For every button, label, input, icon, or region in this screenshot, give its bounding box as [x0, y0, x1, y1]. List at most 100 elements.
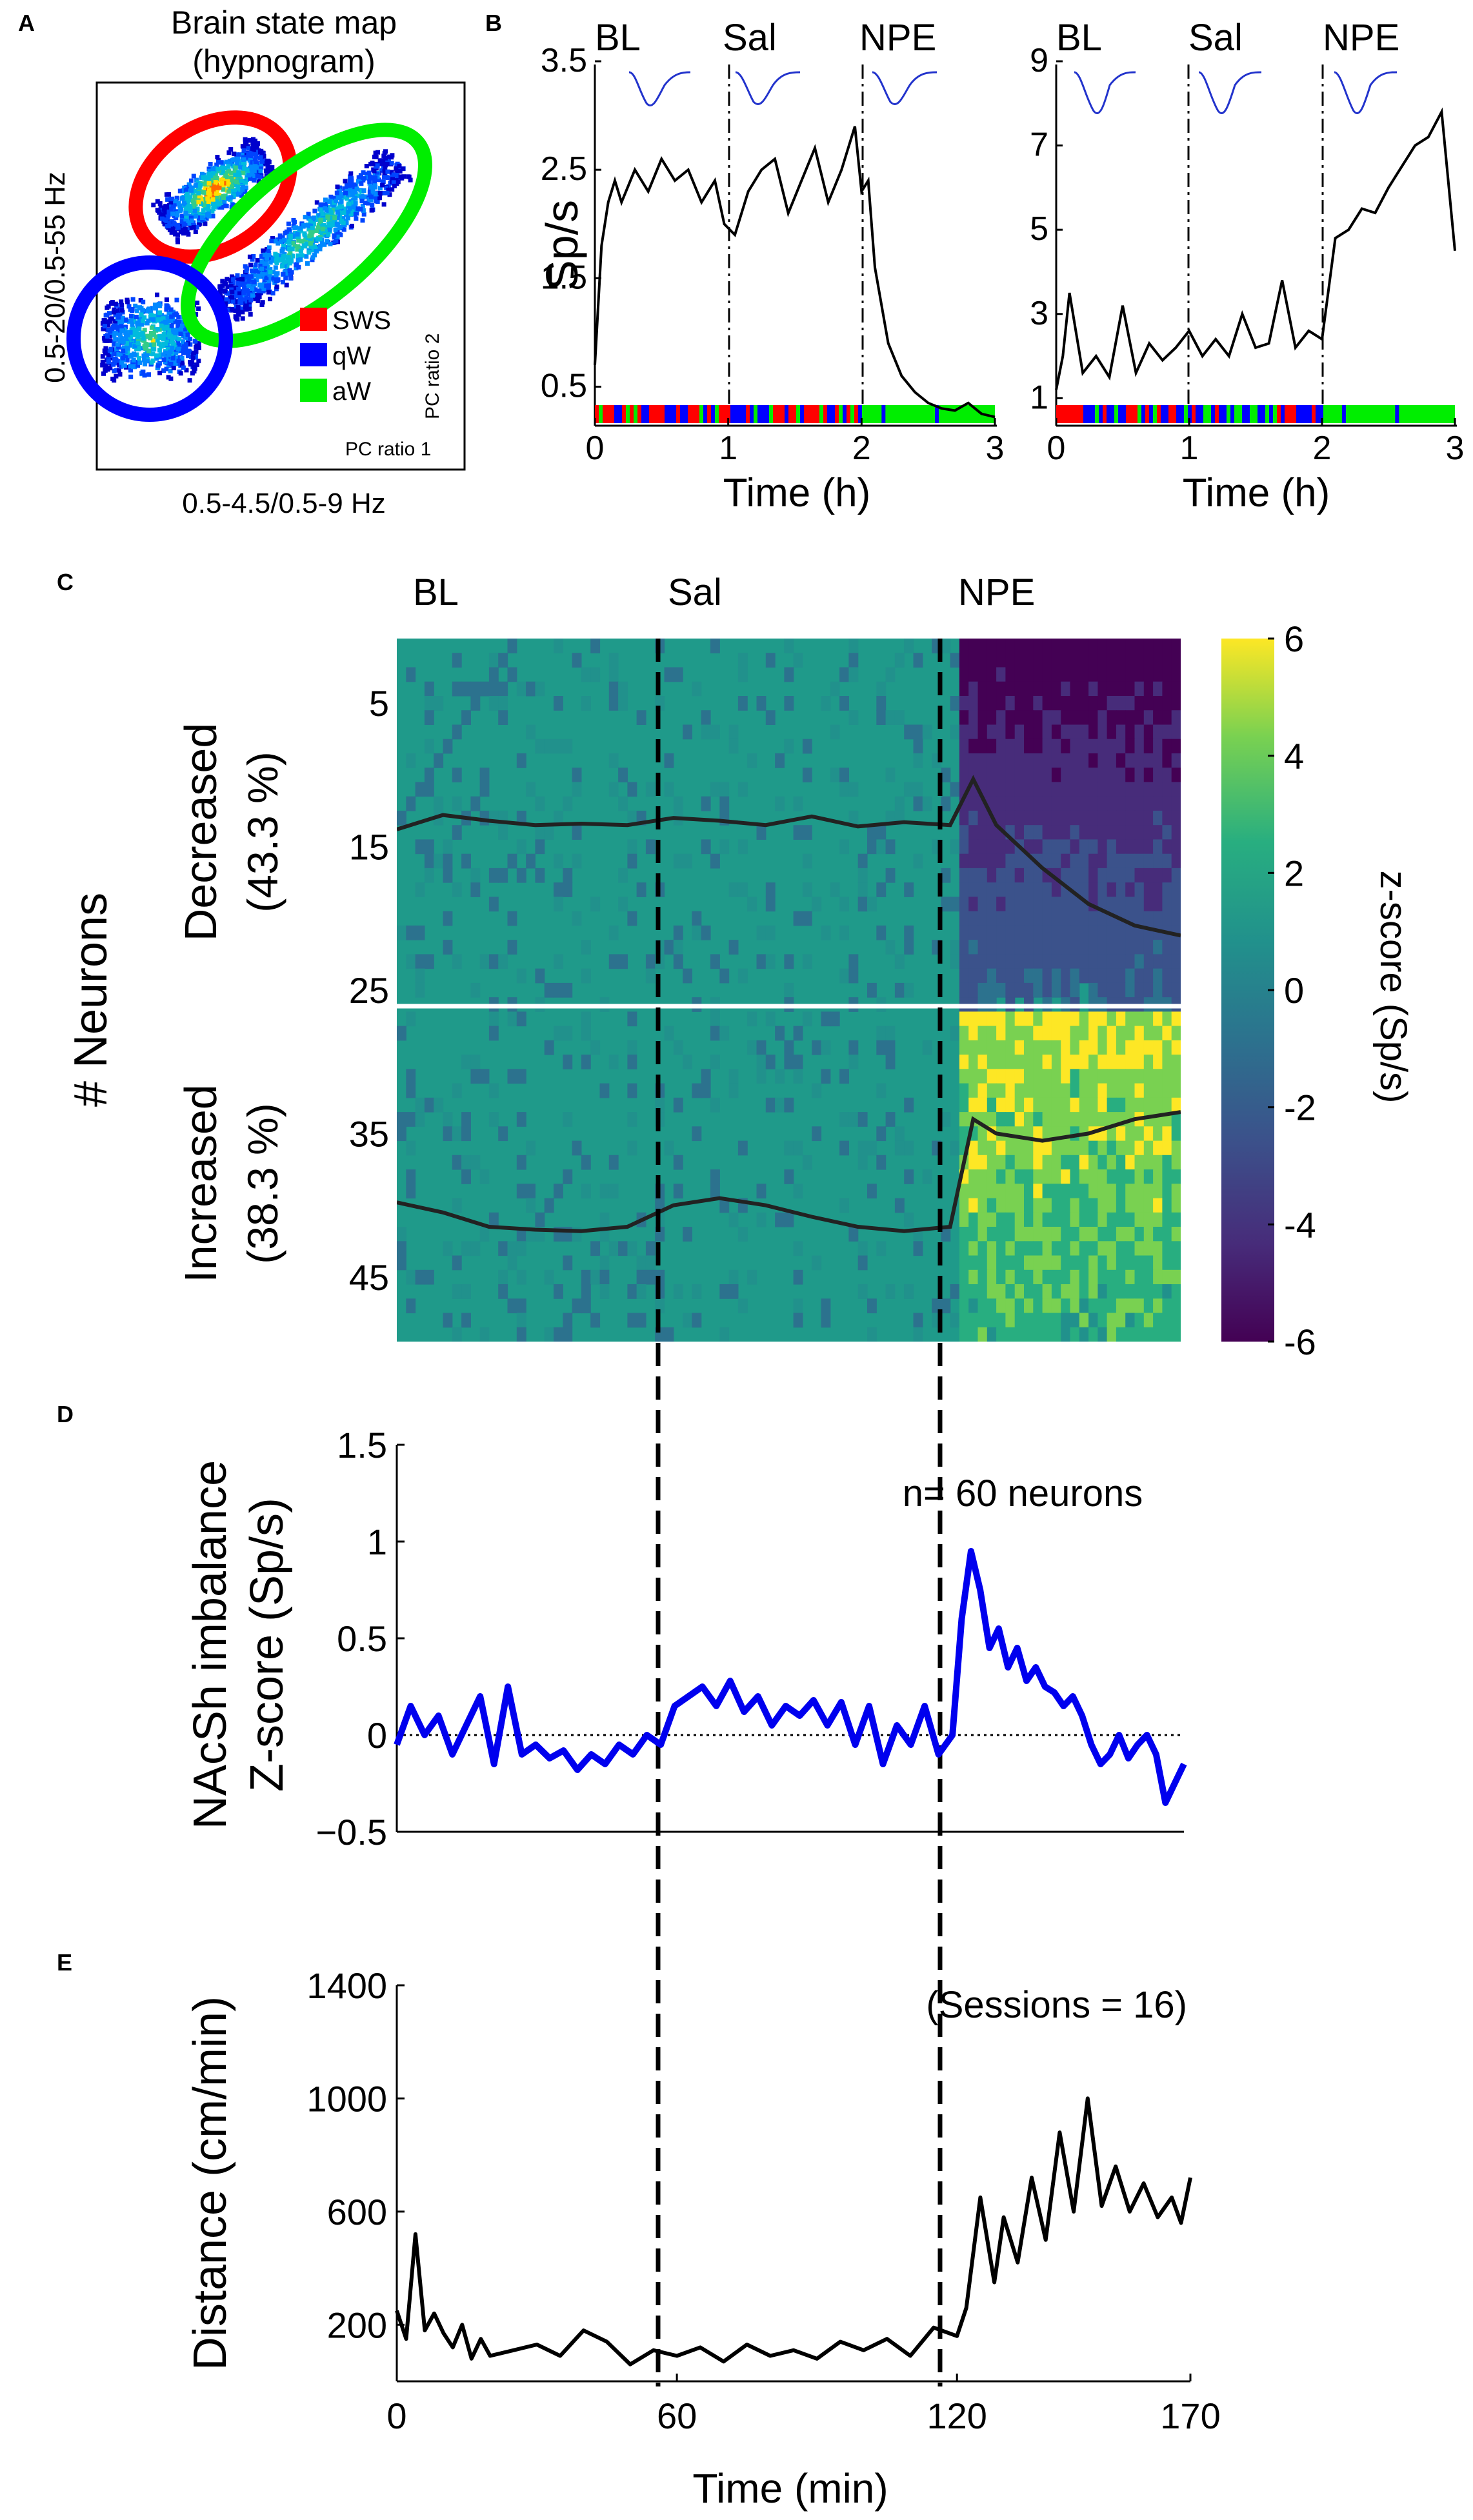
a-scatter-pixel — [152, 342, 157, 347]
a-scatter-pixel — [259, 266, 265, 272]
a-scatter-pixel — [169, 314, 174, 319]
heatmap-cell — [1116, 1026, 1126, 1041]
d-y-ticks: −0.500.511.5 — [316, 1425, 405, 1852]
heatmap-cell — [996, 653, 1006, 668]
a-scatter-pixel — [219, 165, 225, 170]
a-scatter-pixel — [312, 253, 317, 258]
heatmap-cell — [599, 1184, 610, 1199]
a-scatter-pixel — [226, 307, 232, 312]
state-bar-segment — [1137, 405, 1141, 423]
heatmap-cell — [1143, 940, 1154, 955]
a-scatter-pixel — [142, 315, 147, 320]
heatmap-cell — [793, 653, 803, 668]
heatmap-cell — [397, 1126, 406, 1142]
a-scatter-pixel — [233, 172, 238, 177]
a-scatter-pixel — [315, 237, 320, 242]
heatmap-cell — [1125, 1255, 1136, 1271]
heatmap-cell — [987, 839, 997, 855]
heatmap-cell — [1162, 897, 1172, 912]
state-bar-segment — [1126, 405, 1130, 423]
panel-a-ylabel: 0.5-20/0.5-55 Hz — [39, 172, 71, 383]
a-scatter-pixel — [239, 179, 245, 183]
heatmap-cell — [996, 868, 1006, 883]
a-scatter-pixel — [176, 319, 181, 324]
heatmap-cell — [599, 1269, 610, 1285]
heatmap-cell — [894, 982, 905, 998]
a-scatter-pixel — [117, 312, 123, 317]
a-scatter-pixel — [134, 346, 139, 352]
state-bar-segment — [935, 405, 939, 423]
heatmap-cell — [1125, 696, 1136, 711]
heatmap-cell — [987, 1140, 997, 1156]
heatmap-cell — [1097, 968, 1108, 984]
heatmap-cell — [1079, 1040, 1089, 1055]
state-bar-segment — [808, 405, 812, 423]
heatmap-cell — [1033, 897, 1043, 912]
heatmap-cell — [516, 1155, 526, 1170]
heatmap-cell — [1061, 681, 1071, 697]
heatmap-cell — [987, 710, 997, 725]
heatmap-cell — [1134, 667, 1145, 682]
a-scatter-pixel — [195, 206, 200, 212]
a-scatter-pixel — [304, 254, 309, 259]
a-scatter-pixel — [163, 359, 168, 364]
heatmap-cell — [977, 1055, 988, 1069]
heatmap-cell — [1024, 1284, 1034, 1299]
a-scatter-pixel — [164, 213, 169, 218]
heatmap-cell — [765, 1055, 776, 1069]
a-scatter-pixel — [330, 223, 335, 227]
heatmap-cell — [452, 681, 462, 697]
heatmap-cell — [876, 1026, 887, 1041]
state-bar-segment — [761, 405, 765, 423]
a-scatter-pixel — [226, 164, 231, 169]
a-scatter-pixel — [171, 310, 175, 315]
a-scatter-pixel — [267, 169, 272, 174]
a-scatter-pixel — [397, 169, 403, 174]
a-scatter-pixel — [281, 272, 286, 277]
a-scatter-pixel — [121, 363, 126, 368]
a-scatter-pixel — [155, 326, 160, 332]
heatmap-cell — [488, 696, 499, 711]
heatmap-cell — [673, 667, 683, 682]
heatmap-cell — [1171, 1313, 1181, 1328]
a-scatter-pixel — [283, 275, 288, 281]
heatmap-cell — [1153, 825, 1163, 840]
heatmap-cell — [710, 954, 720, 969]
heatmap-cell — [1005, 653, 1016, 668]
heatmap-cell — [977, 1083, 988, 1098]
heatmap-cell — [581, 1184, 591, 1199]
heatmap-cell — [1061, 1284, 1071, 1299]
heatmap-cell — [1014, 1097, 1025, 1113]
a-scatter-pixel — [323, 203, 328, 208]
a-scatter-pixel — [163, 319, 168, 324]
heatmap-cell — [1051, 1184, 1061, 1199]
a-scatter-pixel — [178, 230, 183, 235]
panel-a-label: A — [18, 10, 35, 36]
a-scatter-pixel — [193, 339, 198, 344]
c-phase-bl: BL — [413, 571, 459, 613]
heatmap-cell — [885, 839, 896, 855]
heatmap-cell — [987, 768, 997, 782]
a-scatter-pixel — [123, 330, 128, 335]
heatmap-cell — [1088, 1184, 1098, 1199]
heatmap-cell — [1134, 1026, 1145, 1041]
a-scatter-pixel — [125, 346, 130, 351]
heatmap-cell — [452, 1327, 462, 1342]
heatmap-cell — [1042, 968, 1052, 984]
state-bar-segment — [1056, 405, 1060, 423]
heatmap-cell — [1125, 839, 1136, 855]
a-scatter-pixel — [303, 238, 308, 243]
a-scatter-pixel — [266, 280, 272, 285]
heatmap-cell — [765, 882, 776, 897]
heatmap-cell — [913, 1313, 923, 1328]
b-left-y-ticks: 0.51.52.53.5 — [541, 42, 601, 405]
heatmap-cell — [664, 940, 674, 955]
heatmap-cell — [977, 940, 988, 955]
heatmap-cell — [756, 696, 767, 711]
heatmap-cell — [572, 825, 582, 840]
a-scatter-pixel — [228, 277, 233, 283]
heatmap-cell — [1033, 710, 1043, 725]
heatmap-cell — [1107, 1097, 1117, 1113]
heatmap-cell — [876, 1040, 887, 1055]
a-scatter-pixel — [259, 159, 265, 164]
